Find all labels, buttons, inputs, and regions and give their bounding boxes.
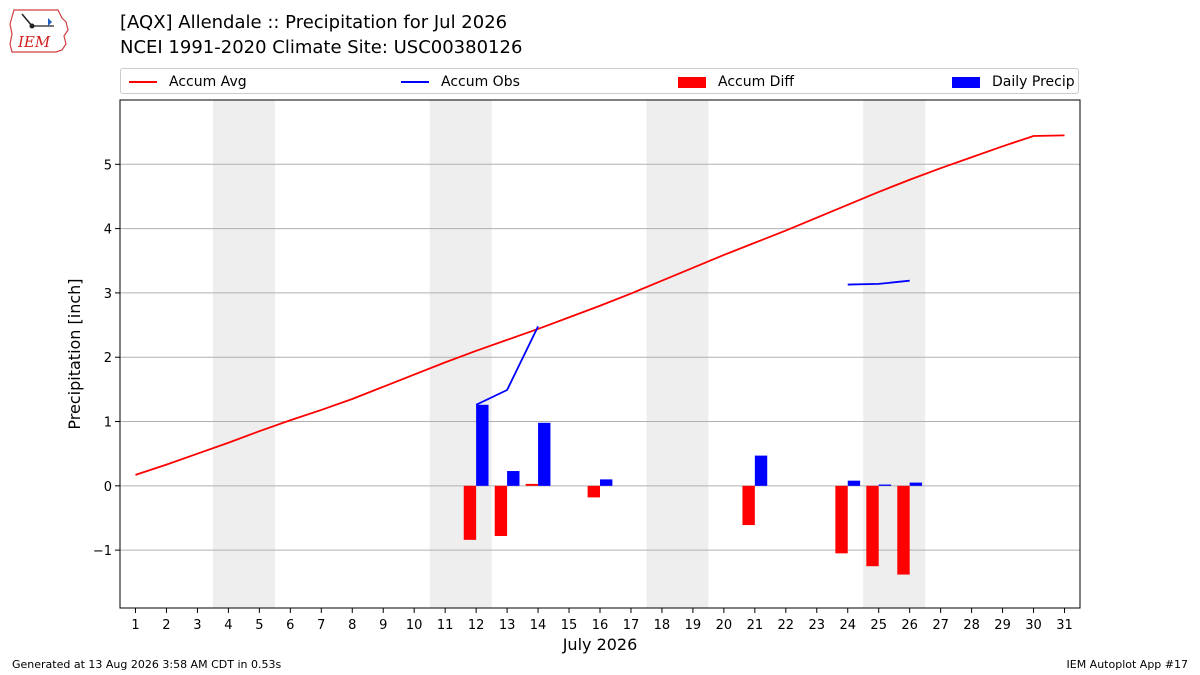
daily-precip-bar-16: [600, 479, 613, 486]
legend: Accum Avg Accum Obs Accum Diff Daily Pre…: [120, 68, 1079, 94]
x-tick-label: 21: [747, 618, 764, 633]
x-tick-label: 14: [530, 618, 547, 633]
daily-precip-bar-12: [476, 404, 489, 486]
footer-generated: Generated at 13 Aug 2026 3:58 AM CDT in …: [12, 658, 282, 671]
x-tick-label: 1: [131, 618, 139, 633]
accum-diff-bar-21: [742, 485, 755, 526]
x-tick-label: 13: [499, 618, 516, 633]
x-tick-label: 18: [654, 618, 671, 633]
y-tick-label: 1: [104, 416, 112, 431]
x-tick-label: 28: [963, 618, 980, 633]
weekend-shade-2: [646, 100, 709, 608]
accum-diff-bar-16: [587, 485, 600, 498]
y-tick-label: 2: [104, 351, 112, 366]
legend-item-daily-precip: Daily Precip: [952, 73, 1075, 91]
x-tick-label: 10: [406, 618, 423, 633]
iowa-outline-icon: [9, 9, 69, 53]
daily-precip-bar-21: [754, 455, 768, 486]
y-axis-label: Precipitation [inch]: [65, 278, 84, 429]
x-tick-label: 17: [623, 618, 640, 633]
daily-precip-bar-25: [878, 484, 892, 486]
x-tick-label: 20: [716, 618, 733, 633]
x-tick-label: 6: [286, 618, 294, 633]
y-tick-label: 3: [104, 287, 112, 302]
legend-item-accum-avg: Accum Avg: [129, 73, 247, 91]
x-tick-label: 15: [561, 618, 578, 633]
y-tick-label: 0: [104, 480, 112, 495]
legend-swatch-accum-avg: [129, 81, 157, 83]
legend-item-accum-diff: Accum Diff: [678, 73, 794, 91]
x-tick-label: 9: [379, 618, 387, 633]
x-axis-label: July 2026: [562, 635, 638, 654]
x-tick-label: 12: [468, 618, 485, 633]
legend-label-accum-diff: Accum Diff: [718, 74, 795, 90]
daily-precip-bar-26: [909, 482, 923, 486]
x-tick-label: 8: [348, 618, 356, 633]
accum-avg-line-0: [135, 134, 1065, 476]
x-tick-label: 24: [839, 618, 856, 633]
daily-precip-bar-13: [507, 471, 520, 486]
daily-precip-bar-24: [847, 480, 861, 486]
x-tick-label: 22: [778, 618, 795, 633]
x-tick-label: 27: [932, 618, 949, 633]
x-tick-label: 25: [870, 618, 887, 633]
legend-label-accum-obs: Accum Obs: [441, 74, 520, 90]
accum-obs-line-1: [847, 279, 910, 286]
accum-diff-bar-25: [866, 485, 879, 567]
accum-diff-bar-14: [525, 483, 539, 486]
x-tick-label: 30: [1025, 618, 1042, 633]
weekend-shade-1: [429, 100, 492, 608]
chart-subtitle: NCEI 1991-2020 Climate Site: USC00380126: [120, 37, 523, 58]
x-tick-label: 2: [162, 618, 170, 633]
accum-diff-bar-13: [494, 485, 508, 536]
x-tick-label: 29: [994, 618, 1011, 633]
chart-title: [AQX] Allendale :: Precipitation for Jul…: [120, 12, 508, 33]
legend-label-daily-precip: Daily Precip: [992, 74, 1075, 90]
legend-item-accum-obs: Accum Obs: [401, 73, 520, 91]
x-tick-label: 4: [224, 618, 232, 633]
x-tick-label: 7: [317, 618, 325, 633]
footer-app: IEM Autoplot App #17: [1066, 658, 1189, 671]
legend-label-accum-avg: Accum Avg: [169, 74, 247, 90]
y-tick-label: 4: [104, 223, 112, 238]
y-tick-label: 5: [104, 158, 112, 173]
x-tick-label: 11: [437, 618, 454, 633]
weekend-shade-0: [212, 100, 275, 608]
x-tick-label: 19: [685, 618, 702, 633]
accum-diff-bar-24: [835, 485, 848, 554]
legend-swatch-daily-precip: [952, 76, 980, 88]
x-tick-label: 31: [1056, 618, 1073, 633]
accum-diff-bar-12: [463, 485, 477, 540]
x-tick-label: 16: [592, 618, 609, 633]
iem-logo: IEM: [9, 9, 69, 53]
y-tick-label: −1: [93, 544, 112, 559]
legend-swatch-accum-diff: [678, 76, 706, 88]
accum-diff-bar-26: [897, 485, 910, 575]
accum-obs-line-0: [475, 325, 539, 406]
logo-text: IEM: [17, 33, 51, 51]
daily-precip-bar-14: [538, 422, 551, 486]
x-tick-label: 3: [193, 618, 201, 633]
legend-swatch-accum-obs: [401, 81, 429, 83]
x-tick-label: 5: [255, 618, 263, 633]
x-tick-label: 23: [809, 618, 826, 633]
x-tick-label: 26: [901, 618, 918, 633]
